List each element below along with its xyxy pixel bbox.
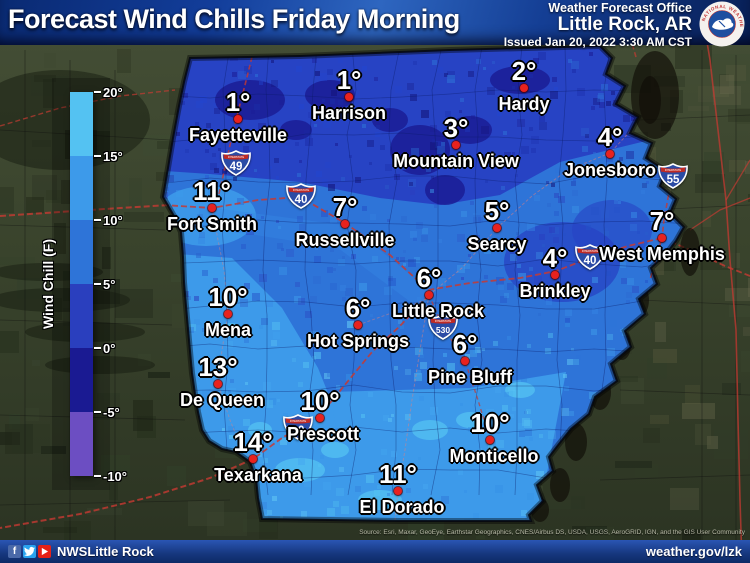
- page-title: Forecast Wind Chills Friday Morning: [8, 4, 460, 34]
- header-banner: Forecast Wind Chills Friday Morning: [0, 0, 750, 45]
- map-attribution: Source: Esri, Maxar, GeoEye, Earthstar G…: [359, 529, 745, 536]
- legend-band: [70, 348, 93, 412]
- social-account: NWSLittle Rock: [57, 544, 154, 559]
- legend-band: [70, 284, 93, 348]
- legend-tick: 0°: [94, 340, 115, 356]
- youtube-icon: [38, 545, 51, 558]
- legend-tick: 10°: [94, 212, 123, 228]
- website-url: weather.gov/lzk: [645, 544, 742, 559]
- legend-title: Wind Chill (F): [40, 238, 56, 330]
- legend-band: [70, 412, 93, 476]
- issued-timestamp: Issued Jan 20, 2022 3:30 AM CST: [503, 35, 692, 49]
- legend-tick: 15°: [94, 148, 123, 164]
- social-icons: f: [8, 545, 51, 558]
- twitter-icon: [23, 545, 36, 558]
- legend-tick: -10°: [94, 468, 127, 484]
- nws-logo: NATIONAL WEATHER SERVICE: [699, 1, 745, 47]
- facebook-icon: f: [8, 545, 21, 558]
- legend-band: [70, 156, 93, 220]
- legend-tick: 20°: [94, 84, 123, 100]
- wind-chill-legend: [70, 92, 93, 476]
- office-name: Weather Forecast Office: [548, 1, 692, 15]
- legend-band: [70, 92, 93, 156]
- footer-bar: f NWSLittle Rock weather.gov/lzk: [0, 540, 750, 563]
- office-block: Weather Forecast Office Little Rock, AR …: [504, 1, 692, 49]
- legend-tick: 5°: [94, 276, 115, 292]
- office-location: Little Rock, AR: [557, 14, 692, 35]
- legend-band: [70, 220, 93, 284]
- legend-tick: -5°: [94, 404, 120, 420]
